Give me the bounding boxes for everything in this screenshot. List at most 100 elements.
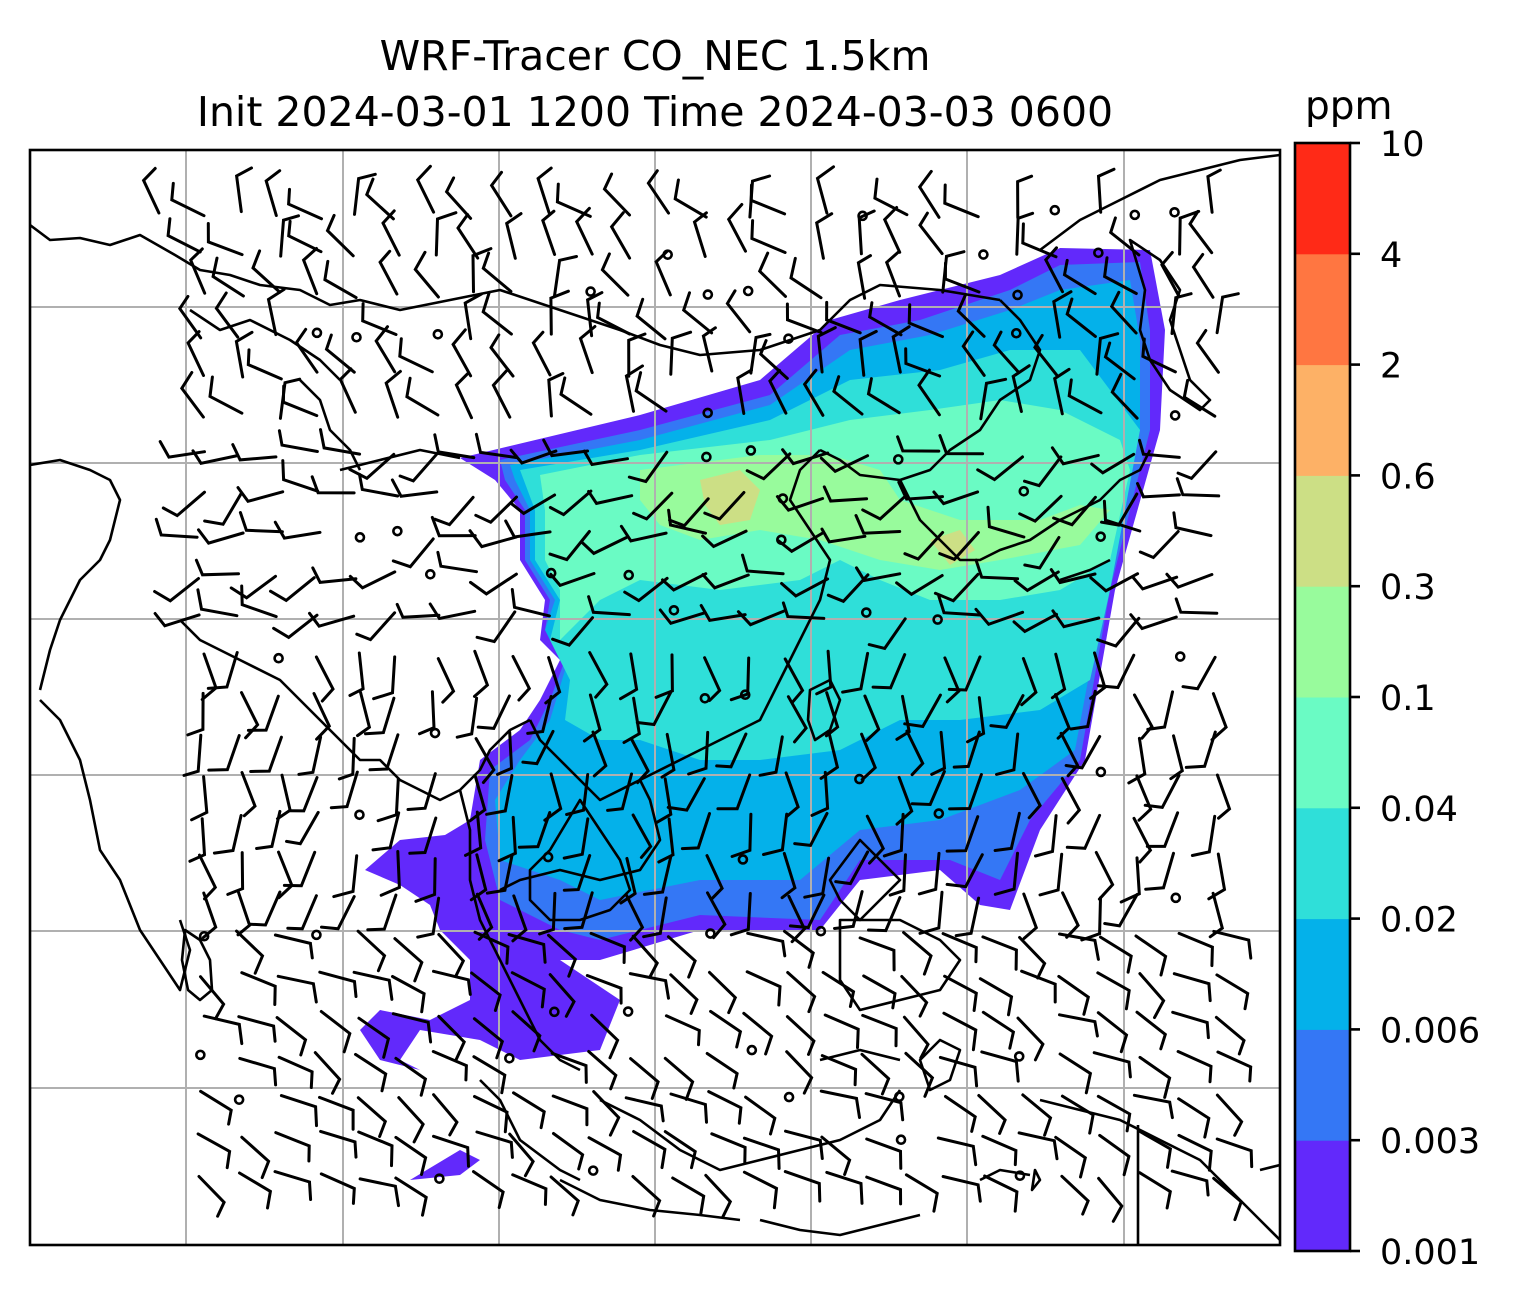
- wind-barb: [418, 690, 436, 736]
- wind-barb: [238, 511, 284, 534]
- wind-barb: [366, 893, 398, 932]
- wind-barb: [666, 935, 697, 979]
- calm-circle: [1049, 204, 1061, 216]
- wind-barb: [981, 1010, 1016, 1050]
- wind-barb: [562, 817, 590, 860]
- calm-circle: [311, 929, 322, 941]
- wind-barb: [1038, 852, 1064, 897]
- wind-barb: [944, 1095, 977, 1133]
- wind-barb: [308, 611, 356, 628]
- wind-barb: [802, 368, 825, 417]
- wind-barb: [1021, 222, 1058, 259]
- wind-barb: [504, 519, 552, 539]
- calm-circle: [434, 1173, 445, 1184]
- wind-barb: [783, 657, 805, 704]
- wind-barb: [1207, 852, 1227, 901]
- wind-barb: [1215, 1137, 1254, 1169]
- calm-circle: [1169, 207, 1180, 218]
- colorbar-segment: [1295, 143, 1350, 255]
- wind-barb: [918, 211, 944, 256]
- colorbar-segment: [1295, 697, 1350, 809]
- wind-barb: [705, 1052, 739, 1090]
- wind-barb: [983, 1174, 1019, 1213]
- wind-barb: [821, 970, 856, 1008]
- wind-barb: [595, 301, 632, 336]
- wind-barb: [663, 1130, 697, 1170]
- wind-barb: [744, 1095, 777, 1136]
- wind-barb: [1096, 971, 1131, 1011]
- wind-barb: [587, 1136, 623, 1172]
- wind-barb: [248, 890, 282, 927]
- wind-barb: [654, 653, 674, 699]
- wind-barb: [332, 854, 359, 899]
- wind-barb: [1177, 1097, 1211, 1139]
- wind-barb: [469, 853, 488, 902]
- chart-title: WRF-Tracer CO_NEC 1.5km: [379, 32, 931, 80]
- calm-circle: [424, 569, 436, 580]
- wind-barb: [394, 1056, 428, 1097]
- wind-barb: [355, 611, 397, 642]
- wind-barb: [1034, 814, 1058, 858]
- wind-barb: [692, 211, 708, 258]
- wind-barb: [992, 330, 1020, 374]
- wind-barb: [240, 1135, 271, 1180]
- wind-barb: [1138, 1055, 1172, 1099]
- wind-barb: [716, 773, 752, 811]
- wind-barb: [585, 974, 623, 1005]
- wind-barb: [860, 732, 877, 782]
- wind-barb: [1170, 292, 1193, 335]
- wind-barb: [663, 1056, 695, 1101]
- calm-circle: [742, 285, 754, 297]
- wind-barb: [1022, 892, 1039, 940]
- wind-barb: [264, 169, 282, 217]
- wind-barb: [1092, 1051, 1132, 1079]
- calm-circle: [1093, 247, 1104, 259]
- wind-barb: [358, 1177, 400, 1208]
- wind-barb: [281, 384, 319, 418]
- wind-barb: [910, 770, 946, 807]
- wind-barb: [512, 1091, 546, 1130]
- wind-barb: [536, 166, 553, 215]
- wind-barb: [895, 574, 944, 597]
- wind-barb: [917, 169, 941, 219]
- calm-circle: [1010, 327, 1022, 339]
- wind-barb: [1175, 477, 1221, 498]
- wind-barb: [348, 570, 397, 590]
- wind-barb: [246, 348, 283, 381]
- wind-barb: [154, 517, 199, 539]
- calm-circle: [354, 532, 366, 543]
- wind-barb: [469, 572, 518, 596]
- wind-barb: [1170, 1169, 1210, 1197]
- wind-barb: [211, 256, 245, 298]
- wind-barb: [188, 817, 207, 863]
- wind-barb: [810, 770, 830, 817]
- wind-barb: [590, 1013, 620, 1060]
- wind-barb: [725, 289, 752, 334]
- wind-barb: [671, 1176, 706, 1215]
- wind-barb: [1212, 1176, 1243, 1222]
- wind-barb: [631, 1175, 662, 1218]
- wind-barb: [287, 187, 323, 221]
- wind-barb: [1064, 735, 1102, 770]
- wind-barb: [278, 377, 302, 420]
- wind-barb: [1127, 736, 1147, 785]
- wind-barb: [470, 971, 502, 1012]
- wind-barb: [632, 491, 674, 521]
- wind-barb: [549, 289, 570, 336]
- wind-barb: [1132, 1093, 1174, 1120]
- calm-circle: [542, 851, 554, 863]
- wind-barb: [1132, 816, 1153, 864]
- wind-barb: [398, 337, 434, 374]
- colorbar-tick-label: 0.04: [1380, 790, 1458, 830]
- wind-barb: [703, 656, 722, 702]
- wind-barb: [1103, 341, 1136, 381]
- wind-barb: [1145, 811, 1180, 848]
- wind-barb: [1172, 511, 1213, 538]
- wind-barb: [897, 480, 944, 501]
- wind-barb: [497, 815, 517, 863]
- wind-barb: [867, 617, 907, 651]
- wind-barb: [788, 893, 826, 930]
- wind-barb: [547, 372, 565, 418]
- wind-barb: [1057, 974, 1091, 1016]
- wind-barb: [1134, 934, 1168, 977]
